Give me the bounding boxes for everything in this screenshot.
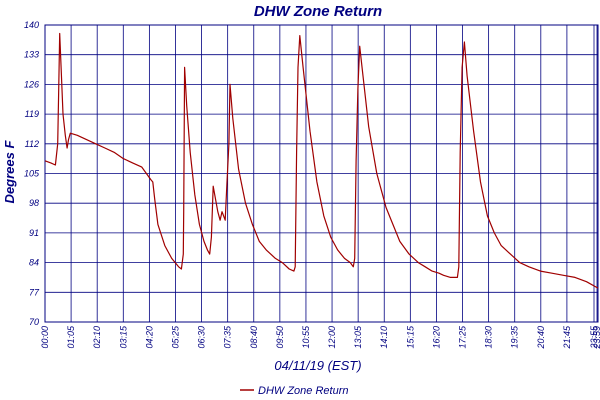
x-tick-label: 03:15 (118, 325, 128, 349)
x-tick-label: 00:00 (40, 326, 50, 349)
y-axis-label: Degrees F (2, 140, 17, 204)
y-tick-label: 91 (29, 228, 39, 238)
x-tick-label: 16:20 (431, 326, 441, 349)
x-tick-label: 08:40 (249, 326, 259, 349)
x-tick-label: 05:25 (170, 325, 180, 349)
y-tick-label: 133 (24, 50, 39, 60)
y-tick-label: 70 (29, 317, 39, 327)
x-tick-label: 07:35 (223, 325, 233, 349)
y-tick-label: 112 (25, 139, 39, 149)
x-tick-labels: 00:00 01:05 02:10 03:15 04:20 05:25 06:30 07:35… (40, 325, 600, 350)
x-tick-label: 01:05 (66, 325, 76, 349)
x-tick-label: 13:05 (353, 325, 363, 349)
x-axis-label: 04/11/19 (EST) (274, 358, 361, 373)
x-tick-label: 17:25 (458, 325, 468, 349)
x-tick-label: 02:10 (92, 326, 102, 349)
series-line-dhw-zone-return (44, 32, 599, 289)
y-tick-labels: 70 77 84 91 98 105 112 119 126 133 140 (24, 20, 40, 327)
x-tick-label: 04:20 (144, 326, 154, 349)
x-tick-label: 12:00 (327, 326, 337, 349)
grid (44, 24, 598, 323)
legend: DHW Zone Return (240, 385, 348, 397)
x-tick-label: 15:15 (405, 325, 415, 349)
x-tick-label: 23:55 (589, 325, 599, 350)
x-tick-label: 19:35 (510, 325, 520, 349)
x-tick-label: 21:45 (562, 325, 572, 350)
y-tick-label: 105 (24, 169, 40, 179)
chart-title: DHW Zone Return (254, 3, 382, 20)
x-tick-label: 23:59 (592, 326, 600, 350)
x-tick-label: 14:10 (379, 326, 389, 349)
x-tick-label: 09:50 (275, 326, 285, 349)
x-tick-label: 20:40 (536, 326, 546, 350)
legend-label: DHW Zone Return (258, 385, 348, 397)
y-tick-label: 98 (29, 198, 39, 208)
x-tick-label: 06:30 (197, 326, 207, 349)
plot-frame (44, 24, 599, 323)
x-tick-label: 18:30 (484, 326, 494, 349)
y-tick-label: 77 (29, 287, 40, 297)
y-tick-label: 119 (25, 109, 39, 119)
series-layer (44, 32, 599, 289)
x-tick-label: 10:55 (301, 325, 311, 349)
y-tick-label: 140 (24, 20, 39, 30)
y-tick-label: 84 (29, 258, 39, 268)
y-tick-label: 126 (24, 79, 39, 89)
